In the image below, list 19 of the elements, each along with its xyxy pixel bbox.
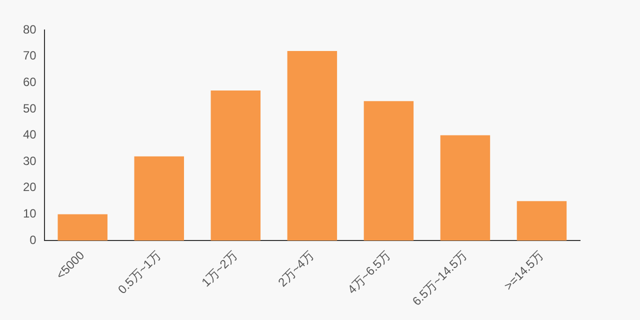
y-tick-label: 50	[22, 101, 37, 116]
y-tick-label: 60	[22, 74, 37, 89]
x-tick-label: 0.5万~1万	[115, 248, 164, 297]
bar	[364, 101, 414, 241]
bar	[210, 90, 261, 241]
y-tick-label: 0	[30, 232, 37, 247]
bar	[440, 135, 490, 241]
y-tick-label: 80	[22, 22, 37, 36]
x-tick-label: 2万~4万	[275, 248, 317, 290]
bar	[287, 51, 338, 241]
y-tick-label: 40	[22, 128, 37, 142]
y-tick-label: 20	[22, 180, 37, 194]
y-tick-label: 30	[22, 154, 37, 168]
y-tick-label: 10	[22, 206, 37, 221]
x-tick-label: 1万~2万	[198, 248, 240, 290]
y-tick-label: 70	[22, 48, 37, 63]
bar	[134, 156, 184, 241]
bar	[58, 214, 108, 241]
bar	[516, 201, 567, 241]
